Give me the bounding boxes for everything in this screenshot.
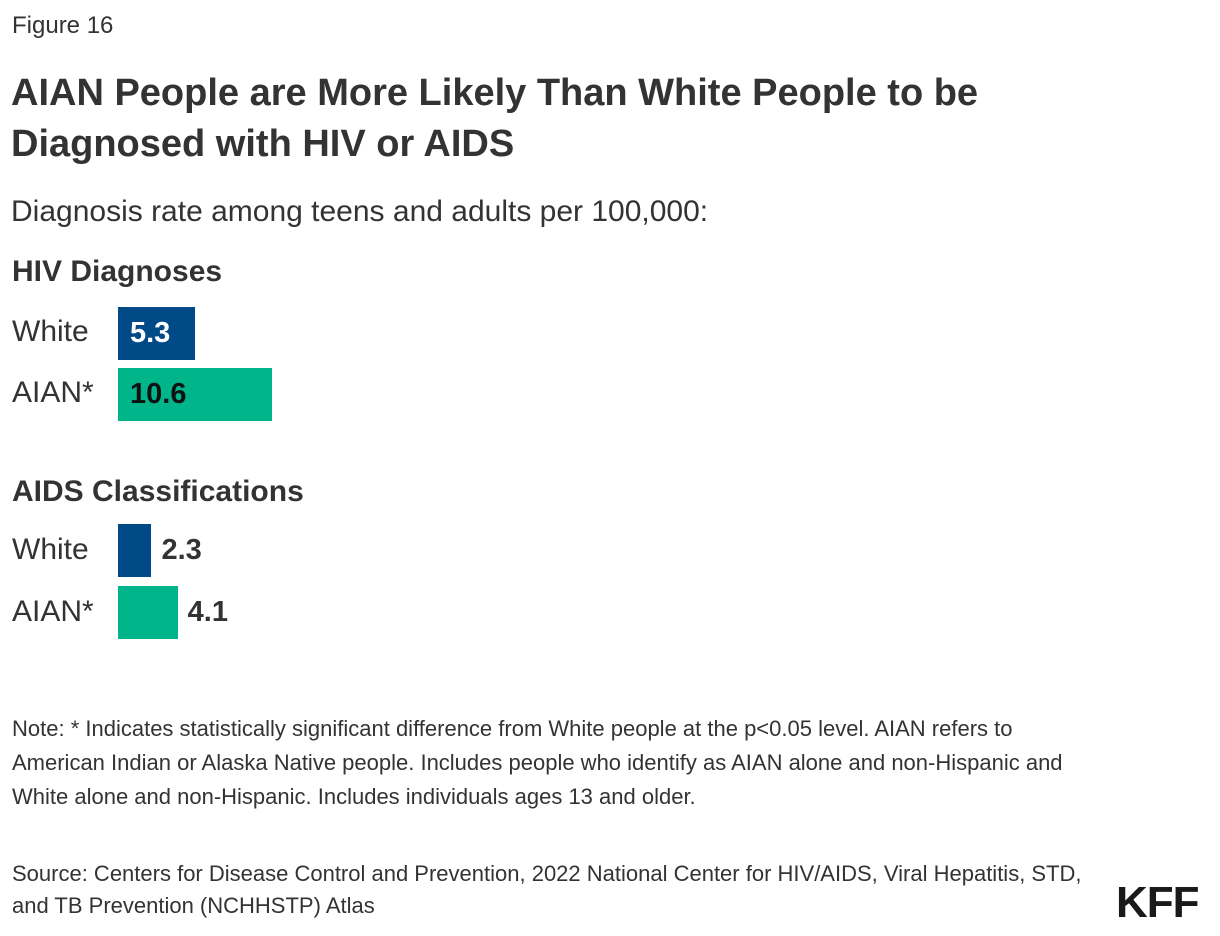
category-label: AIAN* [12, 376, 94, 409]
data-label: 4.1 [187, 596, 228, 628]
data-label: 5.3 [130, 317, 171, 349]
data-label: 10.6 [130, 378, 187, 410]
kff-logo: KFF [1116, 878, 1200, 927]
note: Note: * Indicates statistically signific… [12, 716, 1063, 809]
bar-hiv-aian [118, 368, 273, 421]
group-title-aids: AIDS Classifications [12, 475, 304, 508]
chart-title: AIAN People are More Likely Than White P… [11, 72, 979, 165]
chart-subtitle: Diagnosis rate among teens and adults pe… [11, 195, 709, 228]
figure-label: Figure 16 [12, 12, 114, 39]
bar-aids-aian [118, 586, 178, 639]
bar-hiv-white [118, 307, 196, 360]
bar-aids-white [118, 524, 152, 577]
category-label: White [12, 315, 89, 348]
source: Source: Centers for Disease Control and … [12, 861, 1082, 918]
group-title-hiv: HIV Diagnoses [12, 255, 223, 288]
category-label: AIAN* [12, 595, 94, 628]
category-label: White [12, 533, 89, 566]
data-label: 2.3 [161, 534, 202, 566]
